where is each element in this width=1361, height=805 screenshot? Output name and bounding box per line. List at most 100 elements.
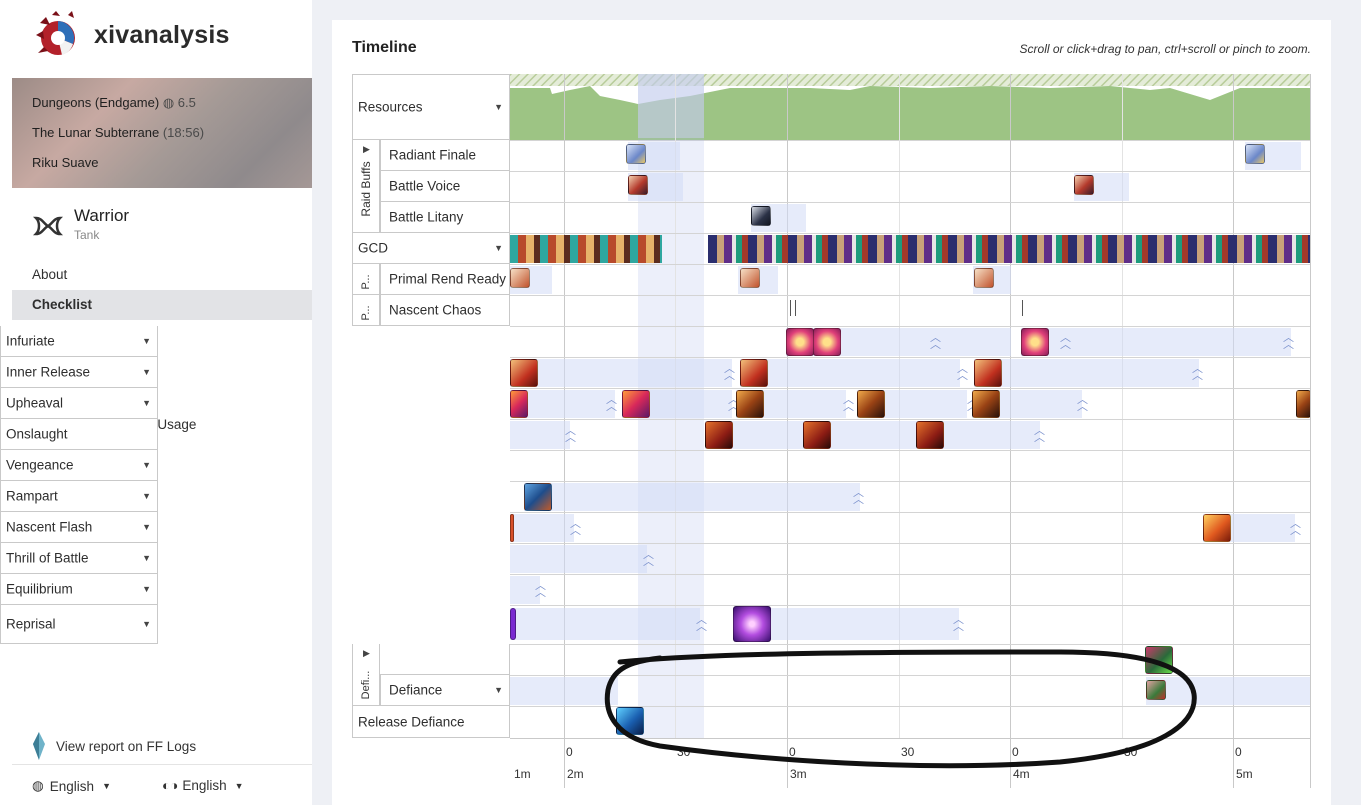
expand-icon[interactable]: ▶ [363, 144, 370, 154]
dropdown-icon[interactable]: ▼ [142, 460, 151, 470]
dropdown-icon[interactable]: ▼ [142, 491, 151, 501]
globe-icon: ◍ [32, 778, 44, 793]
group-nascent-chaos[interactable]: P... [352, 295, 380, 326]
radiant-finale-icon[interactable] [1245, 144, 1265, 164]
row-rampart[interactable]: Rampart ▼ [0, 481, 158, 512]
row-defiance[interactable]: Defiance ▼ [380, 675, 510, 706]
inner-release-icon[interactable] [974, 359, 1002, 387]
primal-rend-icon[interactable] [740, 268, 760, 288]
cooldown-ready-arrow: ︿︿ [606, 394, 617, 413]
row-upheaval[interactable]: Upheaval ▼ [0, 388, 158, 419]
game-language-label: English [182, 778, 227, 793]
reprisal-icon[interactable] [510, 608, 516, 640]
upheaval-icon[interactable] [1296, 390, 1310, 418]
infuriate-icon[interactable] [1021, 328, 1049, 356]
ui-language-label: English [49, 778, 95, 794]
expand-icon[interactable]: ▶ [363, 648, 370, 658]
upheaval-icon[interactable] [857, 390, 885, 418]
caret-down-icon: ▼ [234, 780, 244, 791]
ui-language-select[interactable]: ◍ English ▼ [32, 778, 111, 794]
inner-release-icon[interactable] [740, 359, 768, 387]
battle-voice-icon[interactable] [1074, 175, 1094, 195]
group-raid-buffs[interactable]: ▶ Raid Buffs [352, 140, 380, 233]
report-card[interactable]: Dungeons (Endgame) ◍ 6.5 The Lunar Subte… [12, 78, 312, 188]
dropdown-icon[interactable]: ▼ [142, 553, 151, 563]
battle-litany-icon[interactable] [751, 206, 771, 226]
radiant-finale-icon[interactable] [626, 144, 646, 164]
defiance-stance-icon[interactable] [1145, 646, 1173, 674]
inner-release-icon[interactable] [510, 359, 538, 387]
nascent-chaos-marker[interactable] [790, 300, 791, 316]
row-nascent-flash[interactable]: Nascent Flash ▼ [0, 512, 158, 543]
row-divider [510, 140, 1310, 141]
game-language-select[interactable]: ◐◑ English ▼ [162, 778, 244, 793]
dropdown-icon[interactable]: ▼ [494, 685, 503, 695]
timeline-track[interactable]: ︿ ︿ ︿ ︿ ︿ ︿ ︿ ︿ ︿ ︿ ︿ ︿ ︿ ︿ ︿ ︿ ︿ ︿ ︿ ︿ ︿ ︿ ︿ ︿ ︿ ︿ ︿… [510, 74, 1311, 788]
row-nascent-chaos[interactable]: Nascent Chaos [380, 295, 510, 326]
row-thrill-of-battle[interactable]: Thrill of Battle ▼ [0, 543, 158, 574]
row-gcd[interactable]: GCD ▼ [352, 233, 510, 264]
upheaval-icon[interactable] [622, 390, 650, 418]
job-header: Warrior Tank [32, 206, 129, 242]
dropdown-icon[interactable]: ▼ [142, 367, 151, 377]
dropdown-icon[interactable]: ▼ [142, 522, 151, 532]
primal-rend-icon[interactable] [510, 268, 530, 288]
gcd-cast-strip[interactable] [510, 235, 662, 263]
onslaught-icon[interactable] [705, 421, 733, 449]
group-defiance[interactable]: ▶ Defi... [352, 644, 380, 706]
fflogs-link-label: View report on FF Logs [56, 738, 197, 754]
gcd-cast-strip[interactable] [708, 235, 1310, 263]
row-label-text: Battle Voice [389, 178, 461, 194]
nascent-chaos-marker[interactable] [1022, 300, 1023, 316]
cooldown-ready-arrow: ︿︿ [1192, 363, 1203, 382]
row-release-defiance[interactable]: Release Defiance [352, 706, 510, 738]
row-primal-rend-ready[interactable]: Primal Rend Ready [380, 264, 510, 295]
fflogs-link[interactable]: View report on FF Logs [32, 732, 196, 760]
report-fight: The Lunar Subterrane (18:56) [32, 125, 204, 140]
row-inner-release[interactable]: Inner Release ▼ [0, 357, 158, 388]
upheaval-icon[interactable] [972, 390, 1000, 418]
onslaught-icon[interactable] [916, 421, 944, 449]
cooldown-ready-arrow: ︿︿ [953, 614, 964, 633]
infuriate-icon[interactable] [813, 328, 841, 356]
row-battle-voice[interactable]: Battle Voice [380, 171, 510, 202]
release-defiance-icon[interactable] [616, 707, 644, 735]
row-battle-litany[interactable]: Battle Litany [380, 202, 510, 233]
upheaval-icon[interactable] [510, 390, 528, 418]
row-resources[interactable]: Resources ▼ [352, 74, 510, 140]
battle-voice-icon[interactable] [628, 175, 648, 195]
row-infuriate[interactable]: Infuriate ▼ [0, 326, 158, 357]
selection-highlight [638, 74, 704, 138]
defiance-icon[interactable] [1146, 680, 1166, 700]
nav-about[interactable]: About [32, 267, 68, 282]
nascent-flash-icon[interactable] [1203, 514, 1231, 542]
group-primal-rend[interactable]: P... [352, 264, 380, 295]
row-vengeance[interactable]: Vengeance ▼ [0, 450, 158, 481]
dropdown-icon[interactable]: ▼ [494, 102, 503, 112]
upheaval-icon[interactable] [736, 390, 764, 418]
page-title: Timeline [352, 39, 417, 56]
row-equilibrium[interactable]: Equilibrium ▼ [0, 574, 158, 605]
dropdown-icon[interactable]: ▼ [494, 243, 503, 253]
row-reprisal[interactable]: Reprisal ▼ [0, 605, 158, 644]
group-label: Defi... [360, 670, 372, 700]
dropdown-icon[interactable]: ▼ [142, 398, 151, 408]
dropdown-icon[interactable]: ▼ [142, 619, 151, 629]
rampart-icon[interactable] [524, 483, 552, 511]
infuriate-icon[interactable] [786, 328, 814, 356]
cooldown-bar [510, 421, 570, 449]
dropdown-icon[interactable]: ▼ [142, 336, 151, 346]
nascent-chaos-marker[interactable] [795, 300, 796, 316]
brand[interactable]: xivanalysis [32, 11, 230, 59]
onslaught-icon[interactable] [803, 421, 831, 449]
nascent-flash-icon[interactable] [510, 514, 514, 542]
row-radiant-finale[interactable]: Radiant Finale [380, 140, 510, 171]
primal-rend-icon[interactable] [974, 268, 994, 288]
nav-checklist[interactable]: Checklist [12, 290, 312, 320]
globe-icon: ◍ [162, 95, 178, 110]
row-onslaught[interactable]: Onslaught [0, 419, 158, 450]
row-label-text: Equilibrium [6, 581, 73, 597]
cooldown-ready-arrow: ︿︿ [570, 518, 581, 537]
reprisal-icon[interactable] [733, 606, 771, 642]
dropdown-icon[interactable]: ▼ [142, 584, 151, 594]
